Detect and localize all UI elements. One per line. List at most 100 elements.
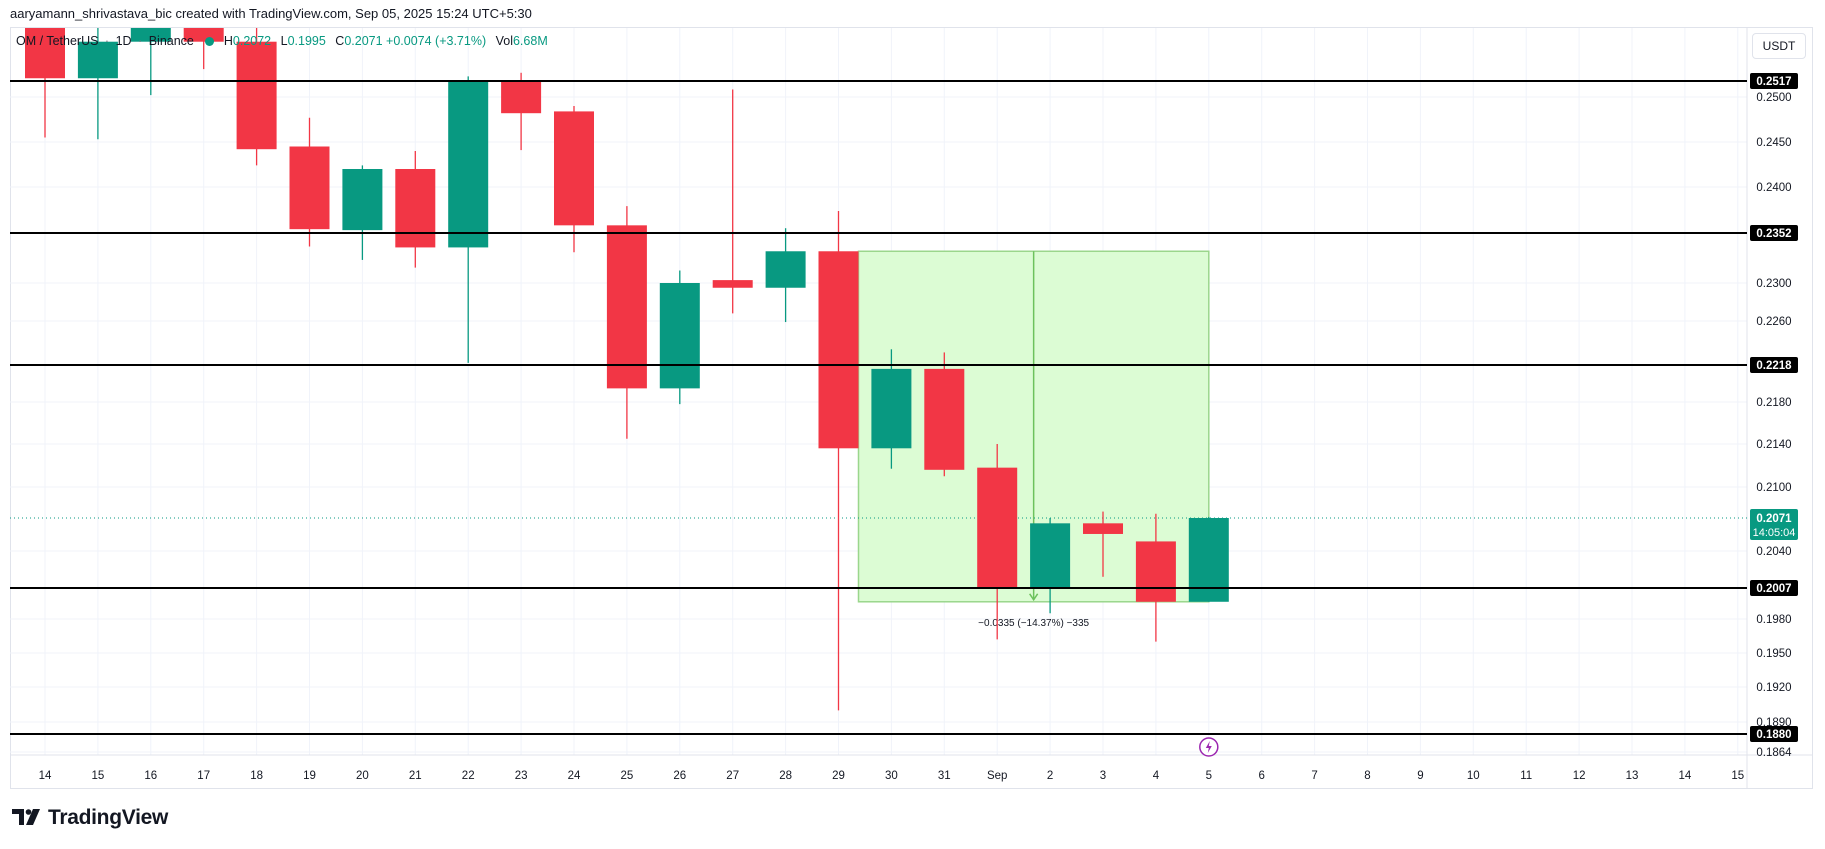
legend-low-label: L (280, 34, 288, 48)
candle-body[interactable] (501, 81, 542, 114)
tradingview-logo-icon (12, 809, 40, 825)
time-tick-label: 18 (250, 770, 263, 782)
time-tick-label: 3 (1100, 770, 1106, 782)
level-price-label: 0.2517 (1756, 76, 1791, 88)
tradingview-logo[interactable]: TradingView (12, 806, 168, 830)
price-range-arrow-head (1029, 593, 1039, 602)
chart-frame (10, 27, 1813, 789)
legend-close-value: 0.2071 (344, 34, 383, 48)
time-tick-label: 25 (621, 770, 634, 782)
time-tick-label: 29 (832, 770, 845, 782)
legend-exchange: Binance (148, 34, 194, 48)
time-tick-label: 13 (1626, 770, 1639, 782)
level-price-tag (1750, 726, 1798, 742)
candle-body[interactable] (871, 368, 912, 449)
candle-body[interactable] (712, 280, 753, 288)
legend-high-value: 0.2072 (232, 34, 272, 48)
time-tick-label: 24 (568, 770, 581, 782)
level-price-tag (1750, 73, 1798, 89)
legend-interval[interactable]: 1D (115, 34, 132, 48)
time-tick-label: 5 (1206, 770, 1212, 782)
time-tick-label: 17 (197, 770, 210, 782)
price-tick-label: 0.1920 (1756, 682, 1791, 694)
candle-body[interactable] (183, 28, 224, 42)
level-price-label: 0.1880 (1756, 729, 1791, 741)
bar-countdown-label: 14:05:04 (1753, 527, 1796, 539)
candle-body[interactable] (659, 283, 700, 389)
time-tick-label: 26 (673, 770, 686, 782)
candle-body[interactable] (25, 14, 65, 79)
legend-low-value: 0.1995 (287, 34, 326, 48)
level-price-tag (1750, 357, 1798, 373)
current-price-tag (1750, 509, 1798, 540)
time-tick-label: 28 (779, 770, 792, 782)
candles-group (25, 14, 1229, 711)
candle-body[interactable] (977, 467, 1018, 588)
legend-volume-value: 6.68M (512, 34, 548, 48)
legend-high-label: H (223, 34, 233, 48)
price-tick-label: 0.1864 (1756, 747, 1792, 759)
market-status-icon[interactable] (205, 37, 215, 47)
time-tick-label: 10 (1467, 770, 1480, 782)
candle-body[interactable] (924, 368, 965, 470)
currency-button[interactable]: USDT (1752, 33, 1806, 59)
price-tick-label: 0.1950 (1756, 648, 1791, 660)
lightning-bolt-glyph (1205, 741, 1212, 753)
time-tick-label: 20 (356, 770, 369, 782)
candle-body[interactable] (765, 251, 806, 288)
time-tick-label: 15 (92, 770, 105, 782)
candle-body[interactable] (606, 225, 647, 389)
price-tick-label: 0.2300 (1756, 278, 1791, 290)
time-tick-label: 14 (39, 770, 52, 782)
legend-volume-label: Vol (495, 34, 513, 48)
price-tick-label: 0.2140 (1756, 439, 1791, 451)
candle-body[interactable] (395, 169, 436, 248)
time-tick-label: 12 (1573, 770, 1586, 782)
candle-body[interactable] (236, 41, 277, 150)
level-price-label: 0.2352 (1756, 228, 1791, 240)
price-tick-label: 0.2040 (1756, 546, 1791, 558)
time-tick-label: 14 (1679, 770, 1692, 782)
brand-name: TradingView (48, 806, 169, 829)
candle-body[interactable] (342, 169, 383, 231)
time-tick-label: 9 (1417, 770, 1423, 782)
price-range-label: −0.0335 (−14.37%) −335 (978, 618, 1089, 629)
time-tick-label: 7 (1311, 770, 1317, 782)
time-tick-label: 23 (515, 770, 528, 782)
time-tick-label: 19 (303, 770, 316, 782)
candle-body[interactable] (1030, 523, 1071, 588)
price-tick-label: 0.1980 (1756, 614, 1791, 626)
legend-symbol[interactable]: OM / TetherUS (16, 34, 99, 48)
level-price-label: 0.2218 (1756, 360, 1792, 372)
candle-body[interactable] (130, 23, 171, 42)
chart-attribution: aaryamann_shrivastava_bic created with T… (10, 6, 532, 21)
candle-body[interactable] (1188, 518, 1229, 602)
price-tick-label: 0.2500 (1756, 92, 1791, 104)
price-tick-label: 0.2400 (1756, 182, 1791, 194)
time-tick-label: 15 (1731, 770, 1744, 782)
time-tick-label: 22 (462, 770, 475, 782)
level-price-label: 0.2007 (1756, 583, 1791, 595)
legend-close-label: C (335, 34, 345, 48)
time-tick-label: 8 (1364, 770, 1370, 782)
time-tick-label: 16 (144, 770, 157, 782)
candle-body[interactable] (1135, 541, 1176, 602)
symbol-legend: OM / TetherUS · 1D · Binance H0.2072 L0.… (16, 34, 548, 48)
candle-body[interactable] (77, 41, 118, 79)
candle-body[interactable] (289, 146, 330, 230)
time-tick-label: 4 (1153, 770, 1160, 782)
candle-body[interactable] (448, 81, 489, 248)
time-tick-label: 21 (409, 770, 422, 782)
current-price-label: 0.2071 (1756, 513, 1792, 525)
time-tick-label: 11 (1520, 770, 1532, 782)
price-tick-label: 0.2100 (1756, 482, 1791, 494)
time-tick-label: 30 (885, 770, 898, 782)
price-tick-label: 0.2180 (1756, 397, 1791, 409)
time-tick-label: 27 (726, 770, 739, 782)
level-price-tag (1750, 580, 1798, 596)
price-tick-label: 0.2260 (1756, 316, 1791, 328)
candle-body[interactable] (1083, 523, 1123, 534)
candle-body[interactable] (818, 251, 859, 449)
candle-body[interactable] (554, 111, 594, 226)
